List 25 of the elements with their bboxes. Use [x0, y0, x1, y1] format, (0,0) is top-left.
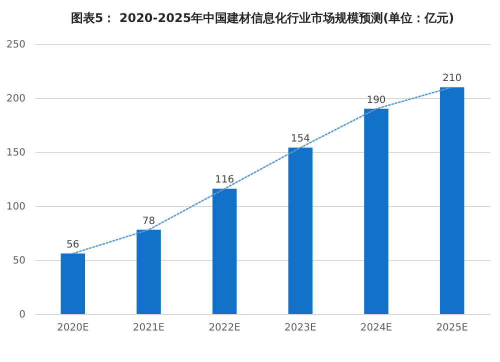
bar: [440, 87, 464, 314]
x-tick-label: 2020E: [57, 322, 89, 334]
y-tick-label: 50: [12, 256, 26, 266]
bar: [60, 254, 86, 314]
y-tick-label: 100: [6, 202, 26, 212]
x-tick-label: 2022E: [208, 322, 240, 334]
data-label: 210: [442, 73, 462, 84]
bar: [212, 188, 237, 314]
bar: [136, 230, 161, 314]
bar: [288, 148, 313, 314]
data-label: 190: [366, 94, 386, 106]
x-tick-label: 2025E: [436, 322, 468, 334]
data-label: 154: [290, 134, 310, 145]
y-tick-label: 200: [6, 94, 26, 104]
y-tick-label: 150: [6, 148, 26, 158]
bar: [364, 108, 388, 314]
y-tick-label: 250: [6, 40, 26, 50]
data-label: 56: [66, 240, 80, 251]
data-label: 78: [142, 216, 156, 227]
x-tick-label: 2023E: [284, 322, 316, 334]
y-tick-label: 0: [19, 310, 26, 320]
x-tick-label: 2024E: [360, 322, 392, 334]
data-label: 116: [215, 174, 234, 186]
chart-title: 图表5： 2020-2025年中国建材信息化行业市场规模预测(单位：亿元): [70, 11, 454, 25]
x-tick-label: 2021E: [132, 322, 165, 334]
